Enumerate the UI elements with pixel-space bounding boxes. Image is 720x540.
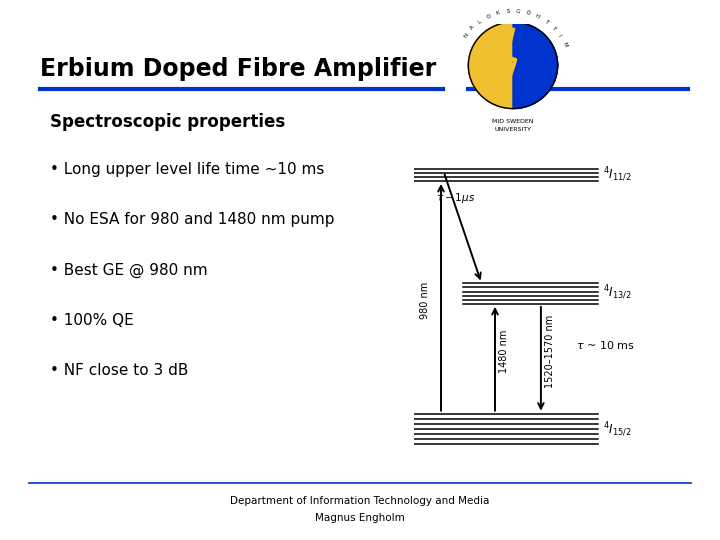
Text: M: M: [561, 41, 567, 48]
Text: Ö: Ö: [525, 10, 531, 16]
Text: L: L: [477, 19, 483, 25]
Text: N: N: [463, 32, 469, 39]
Text: • Long upper level life time ~10 ms: • Long upper level life time ~10 ms: [50, 162, 325, 177]
Text: $\tau$ ~ 10 ms: $\tau$ ~ 10 ms: [576, 339, 635, 350]
Text: Erbium Doped Fibre Amplifier: Erbium Doped Fibre Amplifier: [40, 57, 436, 80]
Text: $^4I_{13/2}$: $^4I_{13/2}$: [603, 284, 631, 302]
Text: • No ESA for 980 and 1480 nm pump: • No ESA for 980 and 1480 nm pump: [50, 212, 335, 227]
Text: UNIVERSITY: UNIVERSITY: [495, 126, 531, 132]
Text: • NF close to 3 dB: • NF close to 3 dB: [50, 363, 189, 378]
Text: Department of Information Technology and Media: Department of Information Technology and…: [230, 496, 490, 506]
Polygon shape: [469, 22, 513, 65]
Text: $^4I_{15/2}$: $^4I_{15/2}$: [603, 421, 631, 439]
Text: 980 nm: 980 nm: [420, 281, 430, 319]
Text: 1520–1570 nm: 1520–1570 nm: [545, 314, 555, 388]
Text: S: S: [506, 9, 510, 14]
Polygon shape: [513, 22, 558, 65]
Text: Magnus Engholm: Magnus Engholm: [315, 513, 405, 523]
Text: O: O: [486, 14, 492, 20]
Polygon shape: [469, 65, 513, 109]
Text: MID SWEDEN: MID SWEDEN: [492, 119, 534, 124]
Text: Spectroscopic properties: Spectroscopic properties: [50, 113, 286, 131]
Text: $\tau - 1\mu s$: $\tau - 1\mu s$: [436, 191, 475, 205]
Text: T: T: [551, 25, 557, 31]
Text: $^4I_{11/2}$: $^4I_{11/2}$: [603, 166, 631, 184]
Text: K: K: [496, 10, 500, 16]
Polygon shape: [513, 65, 558, 109]
Text: T: T: [543, 19, 549, 25]
Text: H: H: [534, 14, 540, 20]
Text: G: G: [516, 9, 521, 14]
Text: A: A: [469, 25, 476, 31]
Text: I: I: [557, 33, 562, 38]
Text: 1480 nm: 1480 nm: [499, 329, 509, 373]
Text: • Best GE @ 980 nm: • Best GE @ 980 nm: [50, 262, 208, 278]
Text: • 100% QE: • 100% QE: [50, 313, 134, 328]
